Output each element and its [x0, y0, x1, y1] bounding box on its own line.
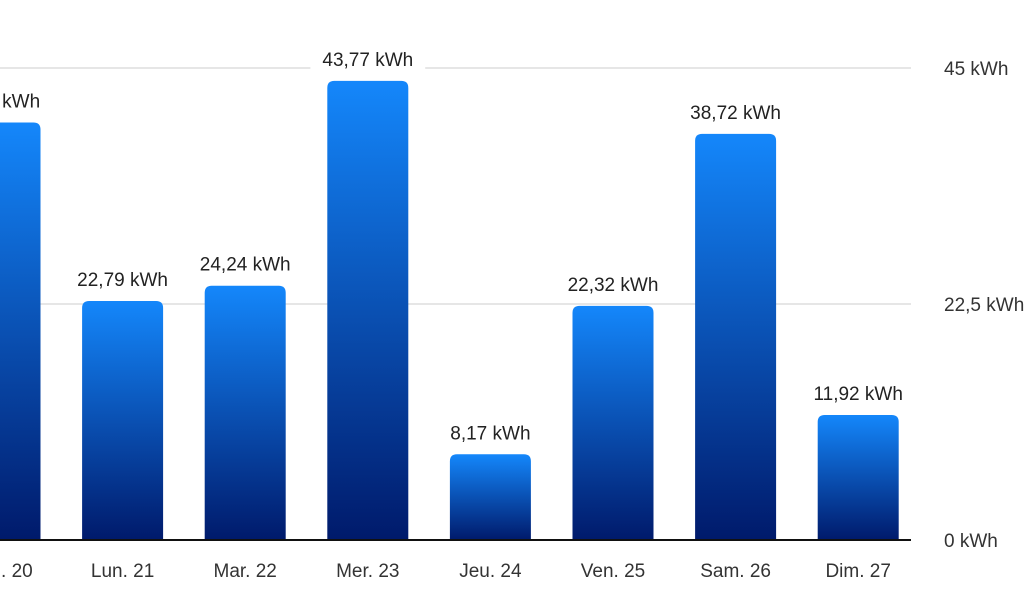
bar[interactable]	[817, 414, 899, 540]
x-tick-label: Dim. 20	[0, 561, 33, 582]
bar-value-label: 43,77 kWh	[322, 50, 413, 71]
x-tick-label: Mar. 22	[214, 561, 277, 582]
x-tick-label: Mer. 23	[336, 561, 399, 582]
x-tick-label: Dim. 27	[825, 561, 890, 582]
bar-value-label-background	[678, 100, 794, 126]
bar-value-labels: 39,8 kWh 22,79 kWh 24,24 kWh 43,77 kWh 8,17 …	[0, 47, 915, 447]
y-tick-label: 22,5 kWh	[944, 295, 1024, 316]
x-tick-labels: Dim. 20 Lun. 21 Mar. 22 Mer. 23 Jeu. 24 Ven. …	[0, 561, 891, 582]
bar-value-label-background	[801, 381, 915, 407]
bar[interactable]	[695, 133, 777, 540]
y-tick-label: 45 kWh	[944, 59, 1008, 80]
y-tick-labels: 0 kWh 22,5 kWh 45 kWh	[944, 59, 1024, 552]
x-tick-label: Jeu. 24	[459, 561, 522, 582]
x-tick-label: Sam. 26	[700, 561, 771, 582]
bar-value-label-background	[187, 252, 303, 278]
bar-value-label: 11,92 kWh	[813, 384, 902, 405]
bar-value-label-background	[555, 272, 671, 298]
bar-value-label: 22,32 kWh	[568, 275, 659, 296]
bar-value-label: 8,17 kWh	[450, 423, 530, 444]
bar-value-label: 22,79 kWh	[77, 270, 168, 291]
x-tick-label: Lun. 21	[91, 561, 154, 582]
bar[interactable]	[82, 300, 164, 540]
bar[interactable]	[0, 122, 41, 540]
bar[interactable]	[572, 305, 654, 540]
bar-value-label: 39,8 kWh	[0, 92, 40, 113]
bars	[0, 80, 899, 540]
bar-value-label-background	[65, 267, 181, 293]
bar[interactable]	[204, 285, 286, 540]
bar-value-label-background	[438, 421, 543, 447]
bar-value-label-background	[0, 89, 53, 115]
x-tick-label: Ven. 25	[581, 561, 645, 582]
bar-value-label: 24,24 kWh	[200, 255, 291, 276]
bar-value-label-background	[310, 47, 426, 73]
y-tick-label: 0 kWh	[944, 531, 998, 552]
bar[interactable]	[449, 454, 531, 540]
bar-value-label: 38,72 kWh	[690, 103, 781, 124]
bar[interactable]	[327, 80, 409, 540]
